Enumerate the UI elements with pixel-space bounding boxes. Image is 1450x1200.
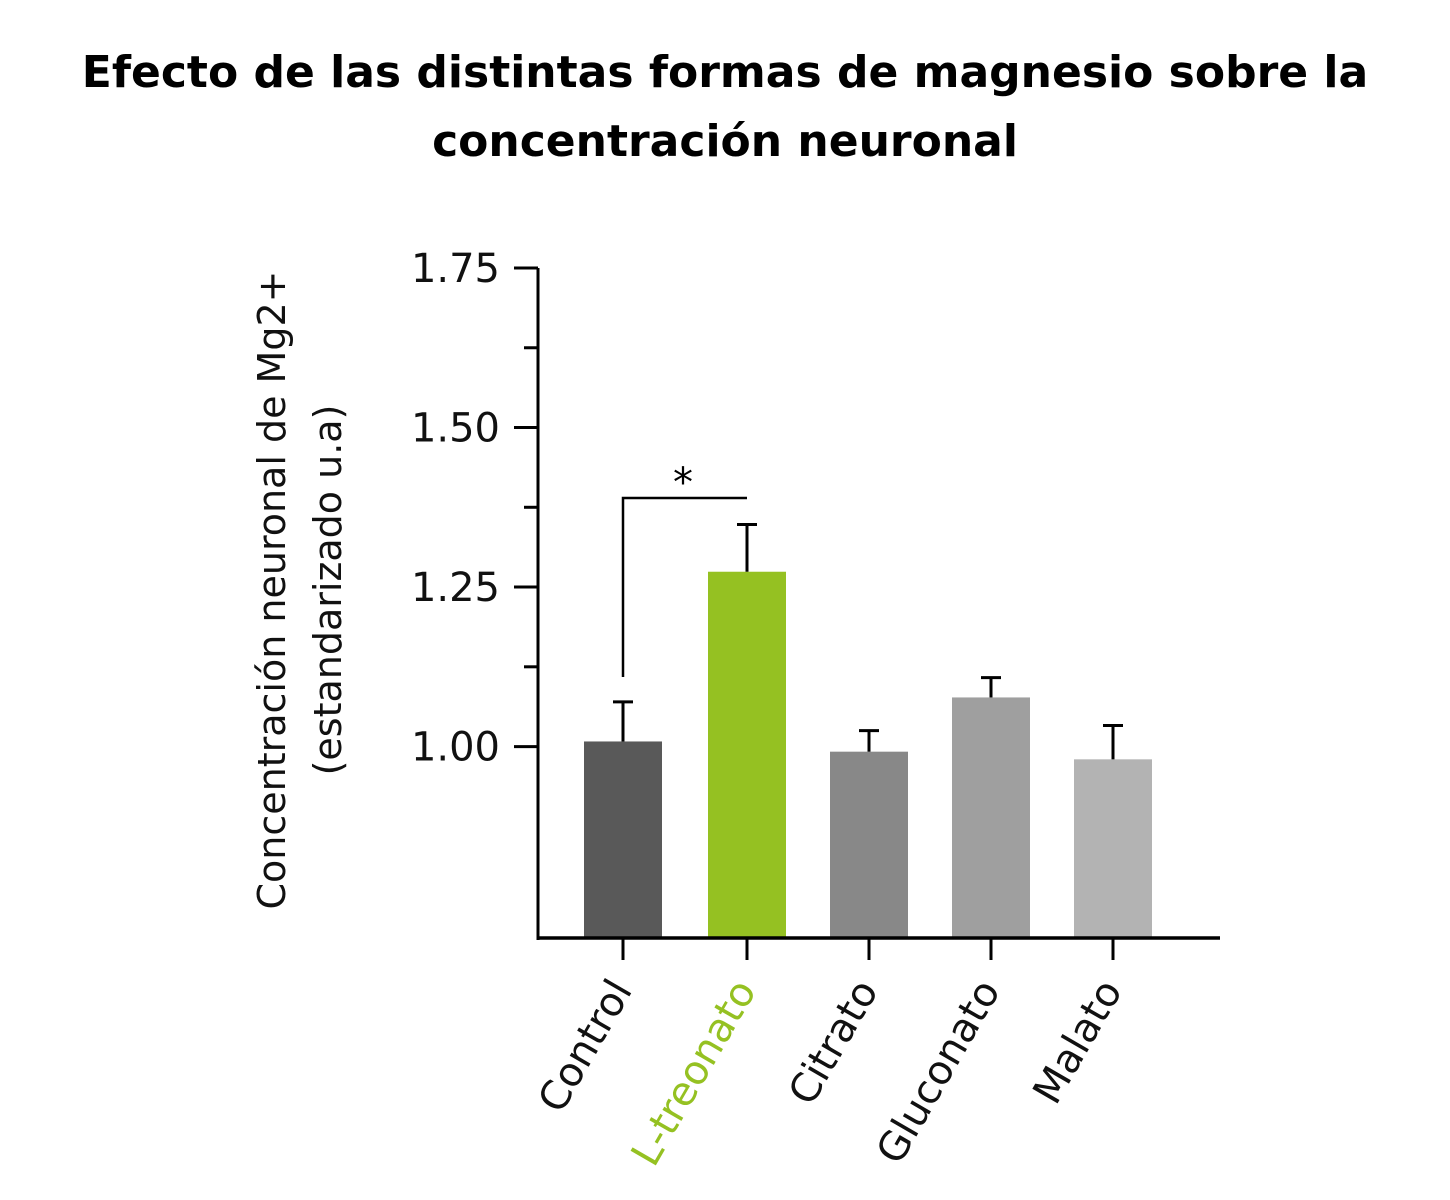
bar-citrato <box>830 751 908 938</box>
x-tick-label: Citrato <box>780 972 888 1113</box>
y-axis-label-line-2: (estandarizado u.a) <box>306 405 350 776</box>
significance-bracket <box>621 496 747 677</box>
x-tick-label: Malato <box>1024 972 1131 1112</box>
chart-title: Efecto de las distintas formas de magnes… <box>0 38 1450 176</box>
y-axis-label-line-1: Concentración neuronal de Mg2+ <box>250 271 294 910</box>
significance-star: * <box>673 460 693 506</box>
y-tick-label: 1.50 <box>411 406 500 452</box>
y-tick-label: 1.00 <box>411 725 500 771</box>
x-tick-label: Control <box>530 972 642 1120</box>
chart-title-line-2: concentración neuronal <box>432 116 1018 167</box>
y-tick-label: 1.25 <box>411 565 500 611</box>
bar-malato <box>1074 759 1152 938</box>
bar-gluconato <box>952 697 1030 938</box>
x-tick-label: Gluconato <box>868 972 1010 1172</box>
y-tick-label: 1.75 <box>411 246 500 292</box>
bar-l-treonato <box>708 571 786 938</box>
bar-control <box>584 741 662 938</box>
x-tick-label: L-treonato <box>623 972 766 1174</box>
chart-title-line-1: Efecto de las distintas formas de magnes… <box>81 47 1369 98</box>
